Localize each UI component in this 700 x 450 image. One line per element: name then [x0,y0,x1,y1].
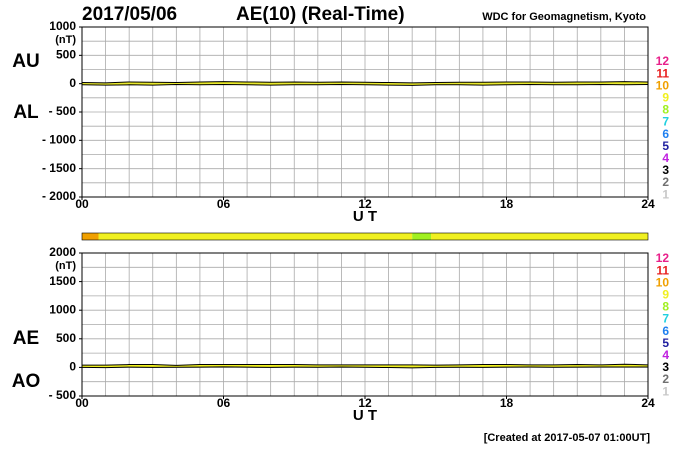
series-name: AU [12,51,39,72]
y-tick-label: 500 [56,48,76,62]
plot-frame [81,252,649,397]
level-label: 2 [662,372,669,386]
x-tick-label: 00 [75,197,89,211]
level-label: 11 [656,66,669,80]
series-line [81,366,648,369]
y-tick-label: 1000 [49,302,76,316]
level-label: 1 [662,187,669,201]
level-label: 10 [656,78,670,92]
x-tick-label: 12 [358,197,372,211]
y-tick-label: 0 [69,76,76,90]
series-name: AL [13,102,39,123]
coverage-segment [431,233,648,240]
level-label: 7 [662,115,669,129]
y-tick-label: 2000 [49,245,76,259]
series-name: AE [13,328,39,349]
footer: [Created at 2017-05-07 01:00UT] [484,432,651,444]
level-label: 5 [662,139,669,153]
y-tick-label: 500 [56,331,76,345]
series-name: AO [12,371,41,392]
x-tick-label: 06 [217,396,231,410]
y-tick-label: - 500 [49,104,77,118]
y-tick-label: - 1500 [42,161,76,175]
coverage-segment [412,233,432,240]
series-line [81,81,649,84]
y-tick-label: 0 [69,360,76,374]
y-tick-label: - 2000 [42,189,76,203]
level-label: 8 [662,103,669,117]
level-label: 7 [662,312,669,326]
y-tick-label: 1500 [49,274,76,288]
x-tick-label: 18 [500,396,514,410]
x-tick-label: 24 [641,396,655,410]
x-tick-label: 24 [641,197,655,211]
level-label: 1 [662,384,669,398]
level-label: 3 [662,163,669,177]
series-line [82,363,649,366]
level-label: 11 [656,263,669,277]
level-label: 12 [656,54,670,68]
plot-frame [81,26,649,198]
level-label: 3 [662,360,669,374]
level-label: 6 [662,324,669,338]
y-tick-label: 1000 [49,19,76,33]
coverage-segment [82,233,99,240]
level-label: 12 [656,251,670,265]
x-tick-label: 18 [500,197,514,211]
x-tick-label: 00 [75,396,89,410]
title: AE(10) (Real-Time) [236,4,405,25]
y-unit: (nT) [55,34,76,46]
x-tick-label: 06 [217,197,231,211]
date: 2017/05/06 [82,4,177,25]
coverage-frame [81,232,649,241]
level-label: 9 [662,287,669,301]
level-label: 2 [662,175,669,189]
level-label: 4 [662,348,669,362]
level-label: 10 [656,275,670,289]
series-line [81,84,649,86]
level-label: 8 [662,300,669,314]
coverage-segment [98,233,413,240]
level-label: 9 [662,90,669,104]
y-unit: (nT) [55,260,76,272]
x-axis-label: U T [353,407,377,424]
x-tick-label: 12 [358,396,372,410]
level-label: 5 [662,336,669,350]
y-tick-label: - 500 [49,388,77,402]
y-tick-label: - 1000 [42,133,76,147]
source: WDC for Geomagnetism, Kyoto [482,11,646,23]
level-label: 6 [662,127,669,141]
level-label: 4 [662,151,669,165]
x-axis-label: U T [353,208,377,225]
